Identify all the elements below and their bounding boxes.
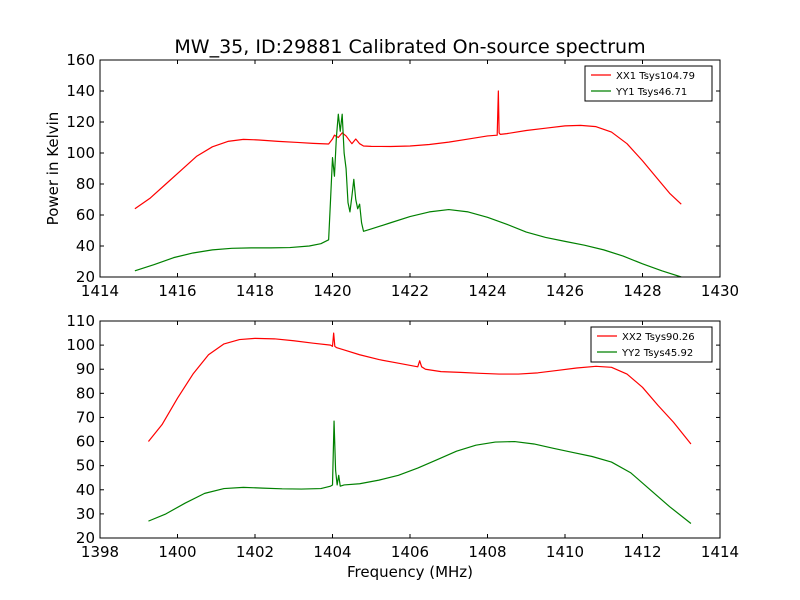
legend: XX2 Tsys90.26 YY2 Tsys45.92 — [590, 326, 713, 363]
y-tick-label: 80 — [76, 175, 95, 193]
y-tick-label: 140 — [66, 82, 95, 100]
x-tick-label: 1428 — [623, 282, 661, 300]
y-tick-label: 100 — [66, 336, 95, 354]
y-tick-label: 160 — [66, 51, 95, 69]
y-axis-title: Power in Kelvin — [44, 112, 62, 226]
y-tick-label: 100 — [66, 144, 95, 162]
x-tick-label: 1420 — [313, 282, 351, 300]
y-tick-label: 70 — [76, 408, 95, 426]
y-tick-label: 20 — [76, 529, 95, 547]
y-tick-label: 40 — [76, 481, 95, 499]
legend-label: XX2 Tsys90.26 — [622, 332, 695, 343]
legend-label: YY1 Tsys46.71 — [615, 87, 687, 98]
x-tick-label: 1422 — [391, 282, 429, 300]
y-tick-label: 50 — [76, 457, 95, 475]
x-tick-label: 1400 — [158, 543, 196, 561]
figure-title: MW_35, ID:29881 Calibrated On-source spe… — [174, 36, 645, 58]
y-tick-label: 80 — [76, 384, 95, 402]
x-tick-label: 1418 — [236, 282, 274, 300]
legend-box — [590, 326, 713, 363]
y-tick-label: 30 — [76, 505, 95, 523]
x-tick-label: 1408 — [468, 543, 506, 561]
legend-box — [584, 65, 713, 102]
chart-panel-2: 1398 1400 1402 1404 1406 1408 1410 1412 1414 20 30… — [66, 312, 739, 561]
y-tick-label: 120 — [66, 113, 95, 131]
y-tick-label: 60 — [76, 206, 95, 224]
x-tick-label: 1402 — [236, 543, 274, 561]
x-tick-label: 1426 — [546, 282, 584, 300]
series-line-2 — [134, 113, 682, 277]
y-tick-label: 110 — [66, 312, 95, 330]
x-tick-label: 1430 — [701, 282, 739, 300]
y-tick-label: 90 — [76, 360, 95, 378]
x-tick-label: 1416 — [158, 282, 196, 300]
x-tick-label: 1414 — [701, 543, 739, 561]
x-tick-label: 1412 — [623, 543, 661, 561]
legend: XX1 Tsys104.79 YY1 Tsys46.71 — [584, 65, 713, 102]
x-tick-label: 1406 — [391, 543, 429, 561]
y-tick-label: 20 — [76, 268, 95, 286]
y-tick-label: 40 — [76, 237, 95, 255]
x-axis-title: Frequency (MHz) — [347, 563, 473, 581]
legend-label: YY2 Tsys45.92 — [621, 348, 693, 359]
x-tick-label: 1414 — [81, 282, 119, 300]
legend-label: XX1 Tsys104.79 — [616, 71, 695, 82]
series-line-1 — [134, 90, 682, 210]
x-tick-label: 1424 — [468, 282, 506, 300]
chart-panel-1: 1414 1416 1418 1420 1422 1424 1426 1428 1430 20 40… — [44, 51, 739, 300]
y-tick-label: 60 — [76, 433, 95, 451]
x-tick-label: 1398 — [81, 543, 119, 561]
series-line-1 — [147, 332, 692, 445]
series-line-2 — [148, 420, 692, 525]
x-tick-label: 1410 — [546, 543, 584, 561]
x-tick-label: 1404 — [313, 543, 351, 561]
